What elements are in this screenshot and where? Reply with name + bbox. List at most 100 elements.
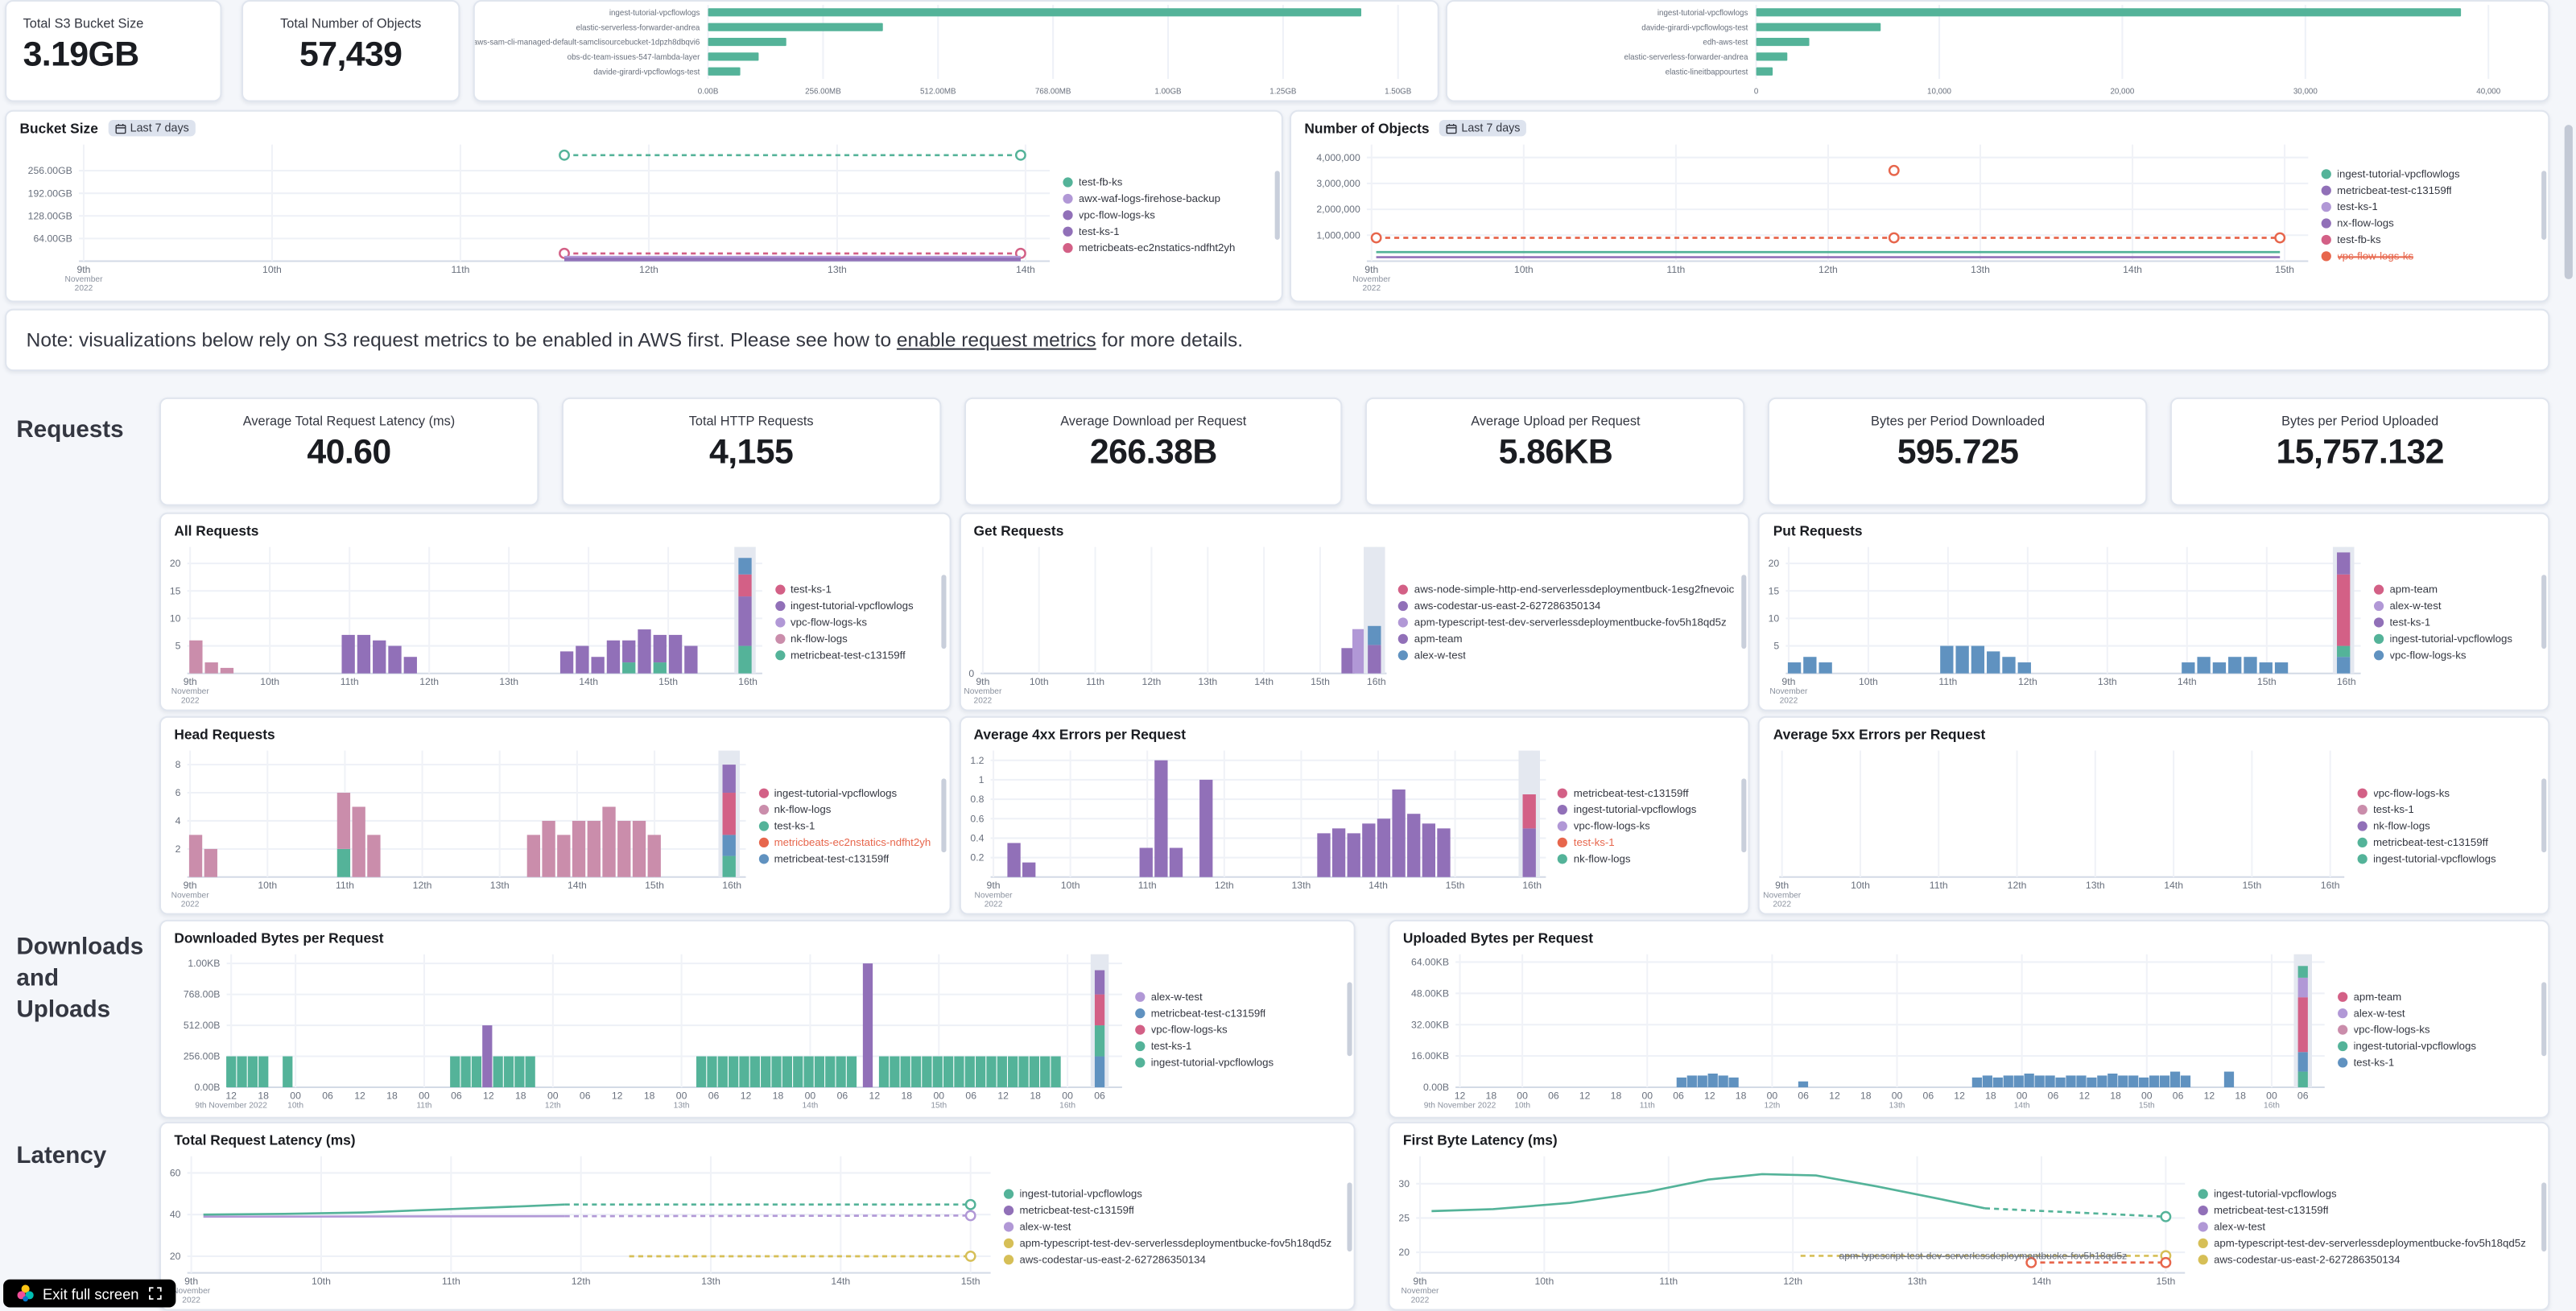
metric-total-bucket-size: Total S3 Bucket Size 3.19GB (5, 0, 222, 102)
legend-item[interactable]: alex-w-test (1135, 991, 1340, 1003)
legend-label: test-ks-1 (1150, 1040, 1192, 1053)
legend-item[interactable]: test-ks-1 (2338, 1057, 2535, 1069)
time-range-badge[interactable]: Last 7 days (108, 119, 196, 137)
legend-item[interactable]: metricbeat-test-c13159ff (774, 649, 936, 661)
uploaded-bytes-chart[interactable]: 0.00B 16.00KB 32.00KB 48.00KB 64.00KB 12 9th N… (1390, 946, 2334, 1114)
bucket-size-chart[interactable]: 64.00GB 128.00GB 192.00GB 256.00GB 9th Novemb… (6, 136, 1059, 294)
legend-item[interactable]: metricbeat-test-c13159ff (1558, 788, 1735, 799)
legend-item[interactable]: metricbeat-test-c13159ff (2321, 185, 2535, 196)
legend-dot (2373, 617, 2384, 628)
legend-item[interactable]: apm-typescript-test-dev-serverlessdeploy… (1003, 1238, 1340, 1249)
total-request-latency-chart[interactable]: 20 40 60 9th November 2022 10th 11th 12th 13th 14t… (161, 1148, 1001, 1306)
svg-text:13th: 13th (2087, 880, 2106, 891)
enable-request-metrics-link[interactable]: enable request metrics (896, 328, 1096, 352)
legend-item[interactable]: alex-w-test (2338, 1008, 2535, 1019)
legend-item[interactable]: alex-w-test (1003, 1221, 1340, 1233)
legend-scrollbar[interactable] (941, 575, 947, 649)
legend-item[interactable]: metricbeats-ec2nstatics-ndfht2yh (758, 837, 935, 848)
legend-item[interactable]: ingest-tutorial-vpcflowlogs (2198, 1189, 2535, 1200)
legend-item[interactable]: test-fb-ks (1063, 176, 1268, 188)
size-by-bucket-chart[interactable]: 0.00B 256.00MB 512.00MB 768.00MB 1.00GB 1.25G… (475, 2, 1438, 100)
legend-item[interactable]: alex-w-test (2198, 1221, 2535, 1233)
legend-item[interactable]: metricbeat-test-c13159ff (1135, 1008, 1340, 1019)
put-requests-chart[interactable]: 5 10 15 20 9th November 2022 10th 11th 12th 13th 14… (1760, 538, 2371, 706)
page-scrollbar-thumb[interactable] (2564, 125, 2573, 279)
legend-item[interactable]: alex-w-test (1398, 649, 1735, 661)
time-range-badge[interactable]: Last 7 days (1439, 119, 1527, 137)
get-requests-chart[interactable]: 0 9th November 2022 10th 11th 12th 13th 14th 15th… (960, 538, 1395, 706)
legend-item[interactable]: apm-team (2338, 991, 2535, 1003)
legend-item[interactable]: apm-team (1398, 633, 1735, 645)
legend-item[interactable]: vpc-flow-logs-ks (1063, 209, 1268, 221)
legend-item[interactable]: ingest-tutorial-vpcflowlogs (2338, 1041, 2535, 1052)
legend-item[interactable]: nk-flow-logs (1558, 853, 1735, 864)
legend-item[interactable]: ingest-tutorial-vpcflowlogs (1558, 804, 1735, 815)
downloaded-bytes-chart[interactable]: 0.00B 256.00B 512.00B 768.00B 1.00KB 12 9th No… (161, 946, 1132, 1114)
legend-scrollbar[interactable] (1740, 779, 1747, 853)
legend-item[interactable]: ingest-tutorial-vpcflowlogs (2357, 853, 2535, 864)
legend-item[interactable]: ingest-tutorial-vpcflowlogs (1003, 1189, 1340, 1200)
legend-item[interactable]: nk-flow-logs (758, 804, 935, 815)
legend-item[interactable]: apm-team (2373, 584, 2535, 596)
first-byte-latency-chart[interactable]: 20 25 30 9th November 2022 10th 11th 12th 13th 14t… (1390, 1148, 2195, 1306)
all-requests-chart[interactable]: 5 10 15 20 9th November 2022 10th 11th 12th 13th 14… (161, 538, 772, 706)
legend-item[interactable]: test-ks-1 (774, 584, 936, 596)
legend-item[interactable]: metricbeat-test-c13159ff (2198, 1205, 2535, 1216)
legend-item[interactable]: awx-waf-logs-firehose-backup (1063, 193, 1268, 204)
legend-item[interactable]: vpc-flow-logs-ks (2357, 788, 2535, 799)
legend-item[interactable]: test-ks-1 (1063, 226, 1268, 237)
legend-item[interactable]: vpc-flow-logs-ks (774, 616, 936, 629)
legend-item[interactable]: alex-w-test (2373, 600, 2535, 612)
legend-item[interactable]: ingest-tutorial-vpcflowlogs (774, 600, 936, 612)
legend-item[interactable]: vpc-flow-logs-ks (1558, 820, 1735, 832)
exit-fullscreen-button[interactable]: Exit full screen (3, 1279, 175, 1308)
legend-item[interactable]: test-ks-1 (2357, 804, 2535, 815)
legend-item[interactable]: ingest-tutorial-vpcflowlogs (758, 788, 935, 799)
objects-by-bucket-chart[interactable]: 0 10,000 20,000 30,000 40,000 ingest-tutorial… (1447, 2, 2548, 100)
legend-item[interactable]: vpc-flow-logs-ks (2321, 250, 2535, 262)
legend-scrollbar[interactable] (2541, 779, 2546, 853)
legend-item[interactable]: test-ks-1 (1135, 1041, 1340, 1052)
legend-scrollbar[interactable] (1740, 575, 1747, 649)
legend-item[interactable]: ingest-tutorial-vpcflowlogs (2321, 168, 2535, 179)
head-requests-chart[interactable]: 2 4 6 8 9th November 2022 10th 11th 12th 13th 14th 1… (161, 742, 755, 909)
legend-item[interactable]: nk-flow-logs (2357, 820, 2535, 832)
legend-scrollbar[interactable] (2541, 983, 2546, 1057)
legend-item[interactable]: metricbeats-ec2nstatics-ndfht2yh (1063, 242, 1268, 254)
legend-scrollbar[interactable] (941, 779, 947, 853)
legend-item[interactable]: aws-codestar-us-east-2-627286350134 (1398, 600, 1735, 612)
legend-item[interactable]: test-ks-1 (2373, 616, 2535, 629)
metric-value: 266.38B (1089, 433, 1217, 472)
legend-item[interactable]: vpc-flow-logs-ks (1135, 1024, 1340, 1036)
legend-item[interactable]: vpc-flow-logs-ks (2338, 1024, 2535, 1036)
legend-item[interactable]: nx-flow-logs (2321, 217, 2535, 229)
svg-text:12: 12 (354, 1090, 365, 1101)
legend-item[interactable]: aws-codestar-us-east-2-627286350134 (1003, 1254, 1340, 1265)
avg-4xx-chart[interactable]: 0.2 0.4 0.6 0.8 1 1.2 9th November 2022 10th 11th 1… (960, 742, 1554, 909)
legend-item[interactable]: apm-typescript-test-dev-serverlessdeploy… (2198, 1238, 2535, 1249)
legend-item[interactable]: aws-node-simple-http-end-serverlessdeplo… (1398, 584, 1735, 596)
legend-item[interactable]: aws-codestar-us-east-2-627286350134 (2198, 1254, 2535, 1265)
legend-item[interactable]: vpc-flow-logs-ks (2373, 649, 2535, 661)
legend-scrollbar[interactable] (1346, 1182, 1352, 1252)
legend-scrollbar[interactable] (2541, 575, 2546, 649)
legend-scrollbar[interactable] (1346, 983, 1352, 1057)
legend-item[interactable]: ingest-tutorial-vpcflowlogs (1135, 1057, 1340, 1069)
legend-scrollbar[interactable] (2541, 171, 2546, 241)
legend-item[interactable]: ingest-tutorial-vpcflowlogs (2373, 633, 2535, 645)
legend-item[interactable]: test-fb-ks (2321, 234, 2535, 245)
legend-item[interactable]: test-ks-1 (1558, 837, 1735, 848)
legend-scrollbar[interactable] (1274, 171, 1279, 241)
legend-item[interactable]: test-ks-1 (758, 820, 935, 832)
svg-text:768.00B: 768.00B (184, 989, 221, 1000)
legend-item[interactable]: metricbeat-test-c13159ff (1003, 1205, 1340, 1216)
legend-item[interactable]: metricbeat-test-c13159ff (758, 853, 935, 864)
legend-item[interactable]: apm-typescript-test-dev-serverlessdeploy… (1398, 616, 1735, 629)
number-of-objects-chart[interactable]: 1,000,000 2,000,000 3,000,000 4,000,000 9th N… (1291, 136, 2318, 294)
avg-5xx-chart[interactable]: 9th November 2022 10th 11th 12th 13th 14th 15th 1… (1760, 742, 2354, 909)
legend-label: aws-codestar-us-east-2-627286350134 (2213, 1254, 2401, 1266)
legend-scrollbar[interactable] (2541, 1182, 2546, 1252)
legend-item[interactable]: nk-flow-logs (774, 633, 936, 645)
legend-item[interactable]: test-ks-1 (2321, 201, 2535, 212)
legend-item[interactable]: metricbeat-test-c13159ff (2357, 837, 2535, 848)
